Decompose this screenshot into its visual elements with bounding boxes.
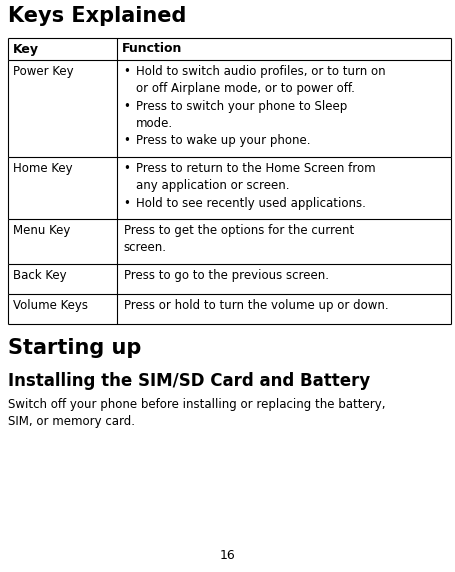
- Text: Press or hold to turn the volume up or down.: Press or hold to turn the volume up or d…: [124, 299, 388, 312]
- Text: Press to get the options for the current: Press to get the options for the current: [124, 224, 354, 237]
- Text: •: •: [124, 134, 131, 148]
- Text: Press to wake up your phone.: Press to wake up your phone.: [136, 134, 310, 148]
- Text: Key: Key: [13, 42, 39, 55]
- Text: Press to return to the Home Screen from: Press to return to the Home Screen from: [136, 162, 375, 175]
- Text: Power Key: Power Key: [13, 65, 74, 78]
- Text: •: •: [124, 100, 131, 113]
- Text: •: •: [124, 162, 131, 175]
- Text: screen.: screen.: [124, 241, 167, 254]
- Text: Hold to switch audio profiles, or to turn on: Hold to switch audio profiles, or to tur…: [136, 65, 385, 78]
- Text: Press to switch your phone to Sleep: Press to switch your phone to Sleep: [136, 100, 347, 113]
- Text: Volume Keys: Volume Keys: [13, 299, 88, 312]
- Text: Hold to see recently used applications.: Hold to see recently used applications.: [136, 197, 365, 209]
- Text: Keys Explained: Keys Explained: [8, 6, 187, 26]
- Text: •: •: [124, 197, 131, 209]
- Text: 16: 16: [220, 549, 235, 562]
- Text: Home Key: Home Key: [13, 162, 73, 175]
- Text: Back Key: Back Key: [13, 269, 66, 281]
- Text: Installing the SIM/SD Card and Battery: Installing the SIM/SD Card and Battery: [8, 372, 370, 390]
- Text: •: •: [124, 65, 131, 78]
- Text: Starting up: Starting up: [8, 337, 142, 358]
- Text: mode.: mode.: [136, 117, 172, 130]
- Text: or off Airplane mode, or to power off.: or off Airplane mode, or to power off.: [136, 82, 354, 96]
- Text: Switch off your phone before installing or replacing the battery,: Switch off your phone before installing …: [8, 398, 385, 411]
- Text: Function: Function: [121, 42, 182, 55]
- Text: any application or screen.: any application or screen.: [136, 179, 289, 192]
- Text: SIM, or memory card.: SIM, or memory card.: [8, 415, 135, 428]
- Text: Press to go to the previous screen.: Press to go to the previous screen.: [124, 269, 329, 281]
- Text: Menu Key: Menu Key: [13, 224, 71, 237]
